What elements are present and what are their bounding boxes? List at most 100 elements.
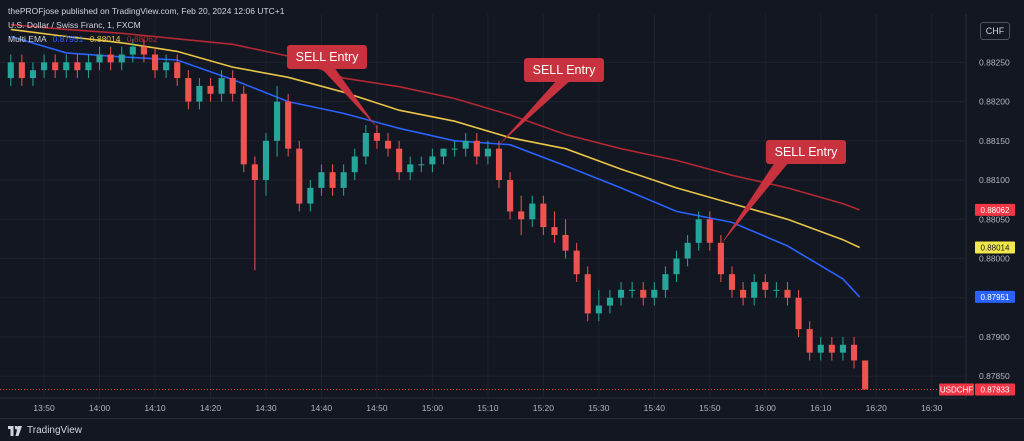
candle-body: [651, 289, 658, 298]
candle-body: [140, 46, 147, 55]
candle-body: [673, 258, 680, 275]
ema-slow-value: 0.88062: [126, 34, 158, 44]
candle-body: [429, 156, 436, 165]
x-tick-label: 14:30: [255, 403, 277, 413]
candle-body: [307, 187, 314, 204]
candle-down: [551, 211, 558, 243]
indicator-name: Multi EMA: [8, 34, 47, 44]
candle-body: [507, 180, 514, 212]
candle-body: [41, 62, 48, 71]
candle-body: [784, 289, 791, 298]
candle-body: [473, 140, 480, 157]
candle-up: [318, 164, 325, 196]
callout-box: [287, 45, 367, 69]
candle-down: [151, 46, 159, 79]
x-tick-label: 14:50: [366, 403, 388, 413]
callout-pointer: [720, 162, 789, 245]
ema-lines: [10, 23, 861, 298]
candle-down: [562, 219, 569, 259]
tradingview-logo-icon: [8, 425, 22, 436]
candle-up: [41, 54, 48, 79]
candle-up: [7, 54, 14, 86]
candle-body: [640, 289, 647, 298]
candle-body: [518, 211, 525, 220]
candle-body: [274, 101, 281, 141]
candle-body: [629, 289, 636, 291]
candle-body: [185, 78, 192, 102]
candle-up: [773, 282, 780, 298]
callout-pointer: [498, 80, 571, 145]
candle-down: [507, 172, 514, 220]
x-tick-label: 14:10: [144, 403, 166, 413]
x-tick-label: 16:00: [755, 403, 777, 413]
candle-body: [29, 70, 37, 79]
time-axis[interactable]: 13:50 14:00 14:10 14:20 14:30 14:40 14:50 15:00…: [0, 397, 966, 413]
price-label-bg: [975, 203, 1015, 216]
candle-down: [240, 85, 247, 173]
ema-mid-line: [10, 28, 860, 249]
candle-body: [451, 148, 458, 150]
candle-body: [151, 54, 159, 71]
candle-up: [751, 274, 758, 306]
candle-up: [274, 85, 281, 157]
candle-body: [18, 62, 25, 79]
candle-up: [196, 78, 203, 110]
candle-down: [296, 140, 303, 212]
x-tick-label: 14:40: [311, 403, 333, 413]
candle-body: [107, 54, 114, 63]
x-tick-label: 13:50: [33, 403, 55, 413]
candle-up: [839, 336, 846, 361]
candle-body: [662, 274, 669, 290]
annotations: SELL Entry SELL Entry SELL Entry: [287, 45, 846, 245]
x-tick-label: 15:00: [422, 403, 444, 413]
ema-fast-line: [10, 35, 861, 298]
price-label: 0.88014: [981, 244, 1010, 253]
candle-down: [795, 289, 802, 337]
candle-body: [207, 85, 214, 94]
x-tick-label: 16:20: [866, 403, 888, 413]
chart-grid: [0, 14, 965, 398]
candle-down: [828, 336, 835, 361]
tradingview-logo[interactable]: TradingView: [8, 425, 82, 436]
sell-entry-callout: SELL Entry: [287, 45, 377, 128]
candle-body: [240, 93, 247, 165]
indicator-legend[interactable]: Multi EMA 0.87951 0.88014 0.88062: [8, 34, 158, 44]
candle-down: [540, 195, 547, 235]
y-tick-label: 0.88050: [979, 214, 1010, 224]
currency-button[interactable]: CHF: [980, 22, 1010, 40]
callout-box: [524, 58, 604, 82]
x-tick-label: 16:30: [921, 403, 943, 413]
candle-up: [218, 70, 225, 102]
candle-up: [85, 54, 92, 79]
candle-body: [695, 219, 702, 243]
candle-body: [806, 329, 813, 353]
candle-body: [262, 140, 270, 181]
candle-body: [329, 172, 336, 188]
candle-body: [384, 140, 392, 149]
candle-body: [573, 250, 580, 275]
candle-body: [52, 62, 59, 71]
candle-down: [140, 38, 147, 63]
candle-down: [518, 195, 525, 235]
price-label: 0.87833: [981, 386, 1010, 395]
callout-label: SELL Entry: [296, 50, 360, 64]
candle-body: [362, 132, 369, 157]
candle-down: [640, 282, 647, 306]
callout-pointer: [320, 67, 377, 128]
candles: [7, 38, 869, 390]
candle-body: [684, 242, 691, 259]
candle-up: [595, 289, 602, 322]
candle-up: [817, 336, 824, 361]
candle-up: [340, 164, 347, 196]
candle-down: [396, 140, 403, 181]
candle-body: [495, 148, 503, 181]
candle-down: [717, 234, 724, 283]
y-tick-label: 0.87850: [979, 371, 1010, 381]
candle-body: [728, 274, 736, 290]
candle-up: [673, 250, 680, 283]
sell-entry-callout: SELL Entry: [498, 58, 604, 145]
candle-down: [207, 78, 214, 102]
candle-body: [595, 305, 602, 314]
price-axis[interactable]: 0.878500.879000.879500.880000.880500.881…: [939, 0, 1024, 420]
